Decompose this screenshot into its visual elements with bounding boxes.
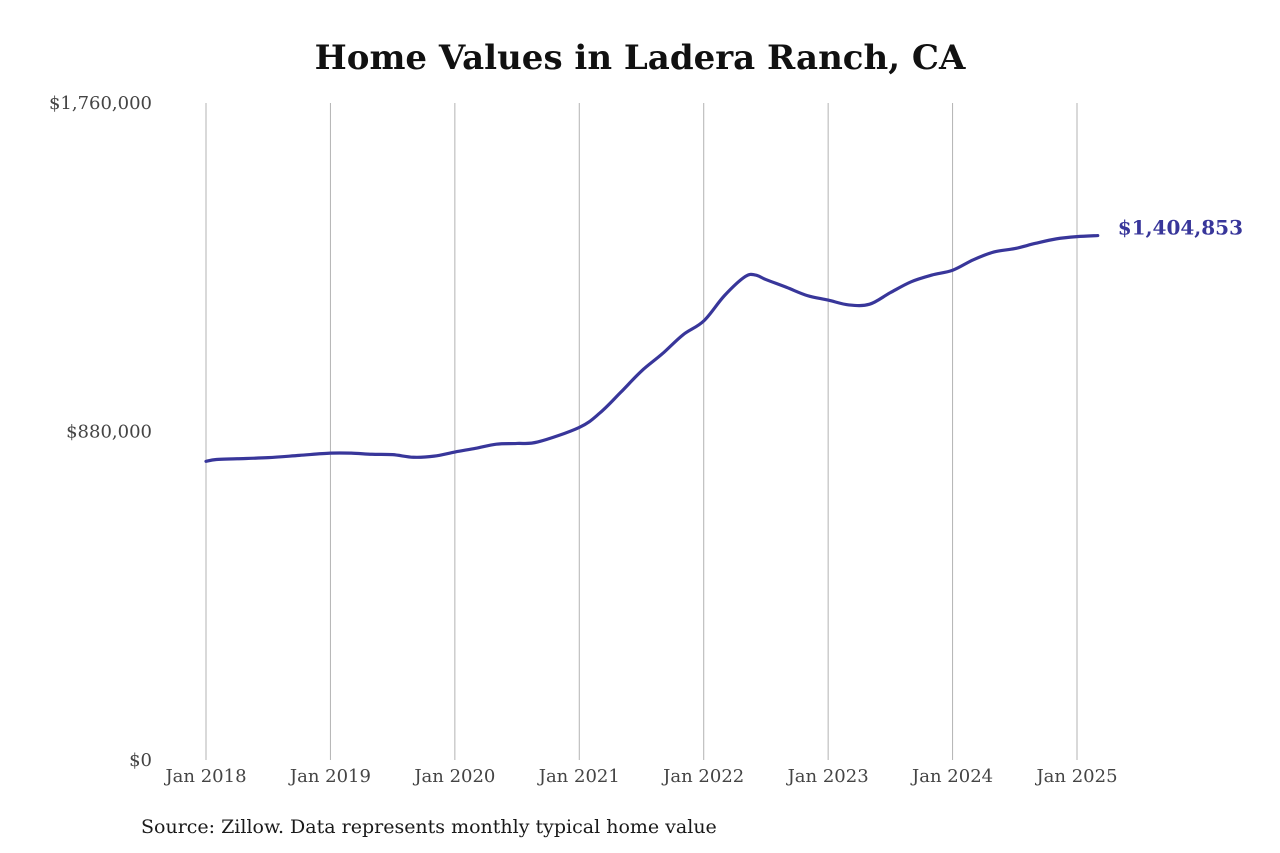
data-point (786, 287, 788, 289)
data-point (703, 320, 705, 322)
data-point (807, 295, 809, 297)
data-point (910, 281, 912, 283)
data-point (205, 461, 207, 463)
data-point (496, 443, 498, 445)
x-tick-label: Jan 2023 (786, 766, 869, 787)
data-point (682, 334, 684, 336)
data-point (755, 274, 757, 276)
data-point (1014, 248, 1016, 250)
data-point (765, 279, 767, 281)
data-point (952, 269, 954, 271)
data-point (931, 274, 933, 276)
data-point (827, 299, 829, 301)
y-tick-label: $1,760,000 (49, 93, 152, 114)
x-tick-label: Jan 2025 (1034, 766, 1117, 787)
data-point (433, 455, 435, 457)
data-point (848, 304, 850, 306)
x-tick-label: Jan 2024 (910, 766, 993, 787)
x-tick-label: Jan 2021 (537, 766, 620, 787)
data-point (724, 295, 726, 297)
data-point (267, 457, 269, 459)
data-point (216, 459, 218, 461)
end-value-label: $1,404,853 (1118, 216, 1243, 240)
data-point (993, 251, 995, 253)
y-tick-label: $880,000 (66, 422, 152, 443)
x-tick-label: Jan 2020 (412, 766, 495, 787)
data-point (330, 452, 332, 454)
data-point (620, 392, 622, 394)
data-point (516, 443, 518, 445)
data-point (236, 458, 238, 460)
data-point (641, 370, 643, 372)
y-axis: $0 $880,000 $1,760,000 (49, 93, 152, 771)
data-point (578, 427, 580, 429)
x-tick-label: Jan 2019 (288, 766, 371, 787)
data-point (299, 455, 301, 457)
data-point (371, 453, 373, 455)
x-tick-label: Jan 2018 (163, 766, 246, 787)
series-line (204, 233, 1100, 463)
data-point (973, 259, 975, 261)
data-point (454, 451, 456, 453)
data-point (475, 448, 477, 450)
source-note: Source: Zillow. Data represents monthly … (141, 816, 717, 838)
data-point (537, 441, 539, 443)
data-point (890, 292, 892, 294)
data-point (744, 276, 746, 278)
data-point (392, 454, 394, 456)
data-point (1055, 238, 1057, 240)
x-tick-label: Jan 2022 (661, 766, 744, 787)
data-point (599, 412, 601, 414)
y-tick-label: $0 (129, 750, 152, 771)
data-point (869, 303, 871, 305)
data-point (350, 452, 352, 454)
x-axis: Jan 2018 Jan 2019 Jan 2020 Jan 2021 Jan 2022… (163, 766, 1117, 787)
gridlines (205, 103, 1078, 760)
data-point (1097, 235, 1099, 237)
data-point (413, 456, 415, 458)
data-point (1035, 243, 1037, 245)
data-point (1076, 236, 1078, 238)
data-point (661, 353, 663, 355)
chart-title: Home Values in Ladera Ranch, CA (314, 38, 966, 78)
series-layer (204, 233, 1100, 463)
